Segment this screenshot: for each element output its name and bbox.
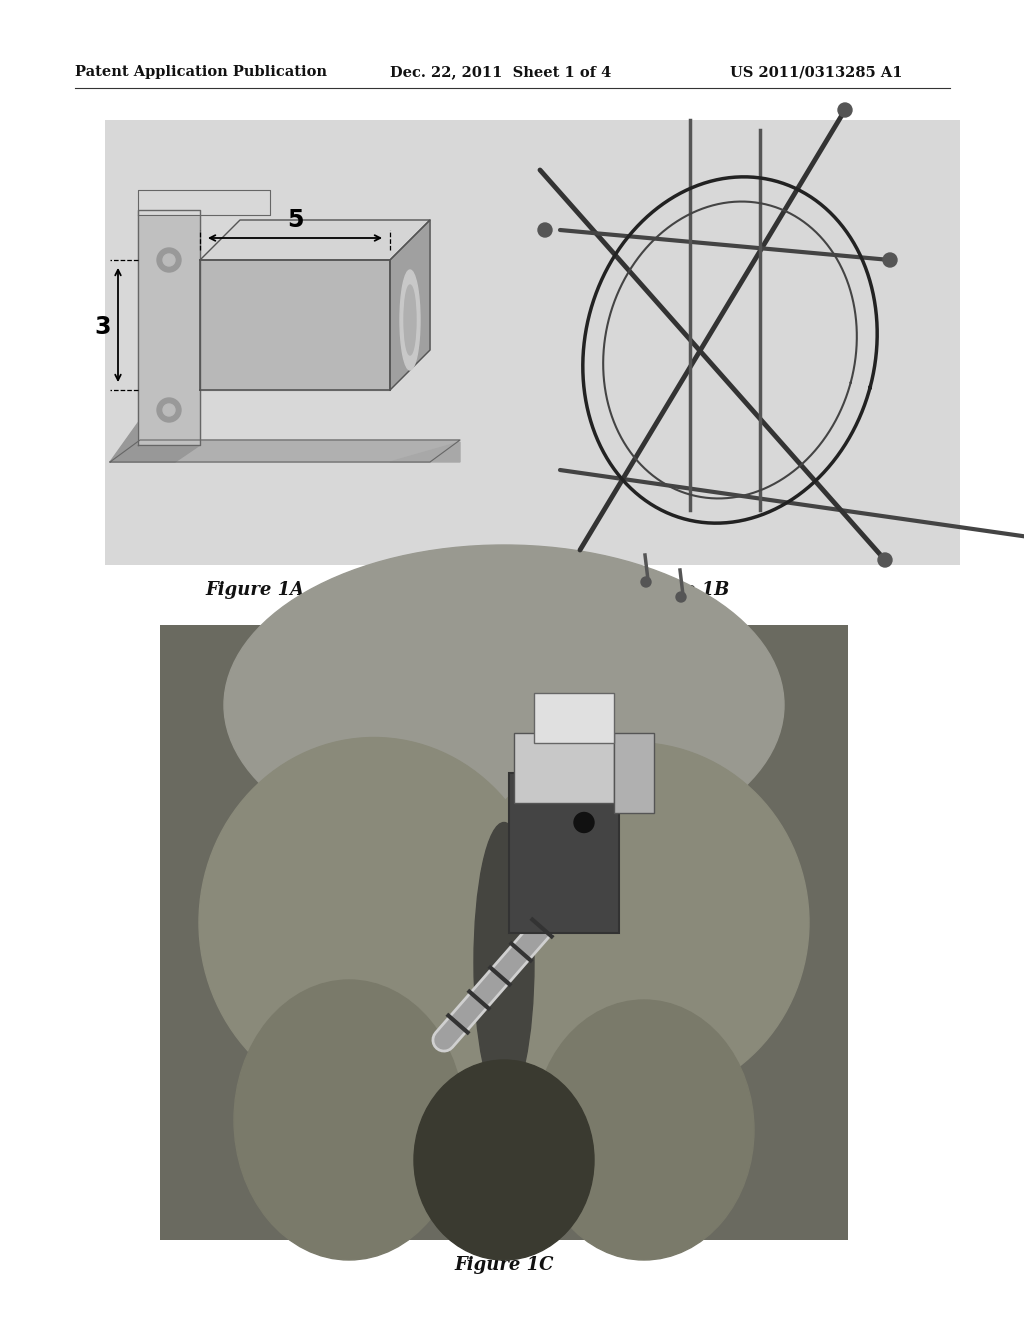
Circle shape: [574, 813, 594, 833]
Polygon shape: [390, 220, 430, 389]
Circle shape: [676, 591, 686, 602]
Text: Figure 1B: Figure 1B: [630, 581, 730, 599]
Polygon shape: [390, 442, 460, 462]
Bar: [514, 733, 614, 803]
Bar: [614, 733, 654, 813]
Ellipse shape: [534, 1001, 754, 1261]
Polygon shape: [138, 210, 200, 445]
Circle shape: [641, 577, 651, 587]
Text: 3: 3: [95, 315, 112, 339]
Circle shape: [157, 399, 181, 422]
Circle shape: [883, 253, 897, 267]
Circle shape: [878, 553, 892, 568]
Bar: [509, 772, 618, 932]
Bar: [105, 120, 961, 565]
Polygon shape: [200, 260, 390, 389]
Text: Patent Application Publication: Patent Application Publication: [75, 65, 327, 79]
Text: 5: 5: [287, 209, 303, 232]
Circle shape: [157, 248, 181, 272]
Ellipse shape: [199, 738, 549, 1107]
Polygon shape: [200, 220, 430, 260]
Bar: [534, 693, 614, 742]
Bar: [160, 624, 848, 1239]
Ellipse shape: [404, 285, 416, 355]
Ellipse shape: [400, 271, 420, 370]
Polygon shape: [110, 440, 460, 462]
Text: Figure 1A: Figure 1A: [206, 581, 304, 599]
Circle shape: [838, 103, 852, 117]
Circle shape: [163, 253, 175, 267]
Circle shape: [538, 223, 552, 238]
Text: US 2011/0313285 A1: US 2011/0313285 A1: [730, 65, 902, 79]
Ellipse shape: [234, 979, 464, 1261]
Ellipse shape: [474, 822, 534, 1102]
Bar: [160, 624, 848, 1239]
Ellipse shape: [459, 742, 809, 1102]
Text: Figure 1C: Figure 1C: [455, 1257, 554, 1274]
Ellipse shape: [224, 545, 784, 865]
Polygon shape: [110, 420, 200, 462]
Polygon shape: [138, 190, 270, 215]
Text: Dec. 22, 2011  Sheet 1 of 4: Dec. 22, 2011 Sheet 1 of 4: [390, 65, 611, 79]
Circle shape: [163, 404, 175, 416]
Ellipse shape: [414, 1060, 594, 1261]
